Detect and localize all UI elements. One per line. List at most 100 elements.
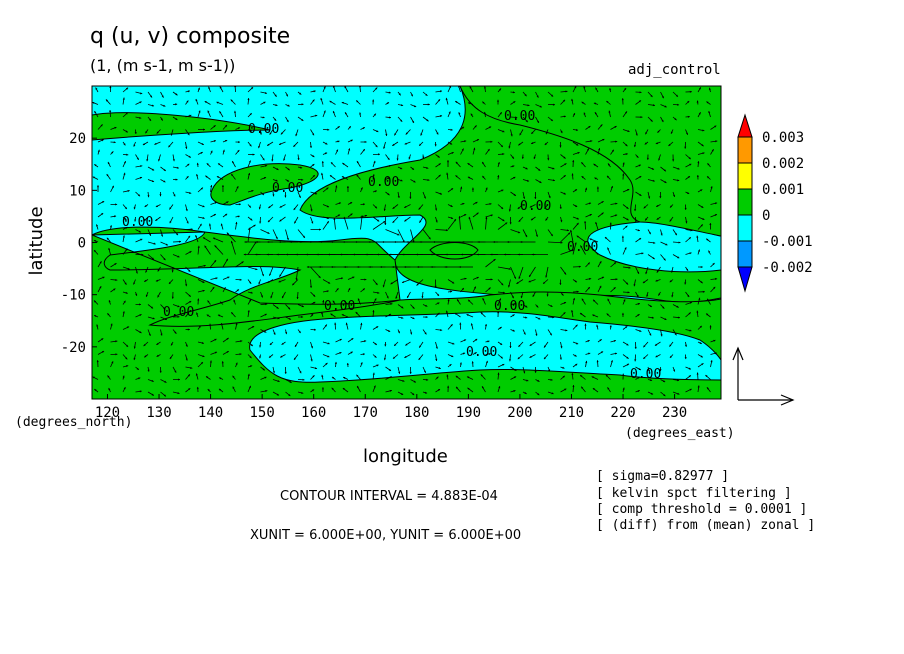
wind-vector-head — [278, 280, 281, 283]
wind-vector-head — [208, 223, 212, 226]
wind-vector-head — [609, 325, 612, 328]
wind-vector-head — [677, 167, 680, 170]
contour-interval-text: CONTOUR INTERVAL = 4.883E-04 — [280, 489, 498, 504]
wind-vector-head — [154, 142, 157, 145]
wind-vector-head — [482, 386, 484, 389]
wind-vector-head — [163, 180, 166, 183]
wind-vector-head — [377, 291, 380, 294]
wind-vector-head — [665, 243, 668, 246]
x-tick-label: 120 — [95, 405, 120, 421]
wind-vector-head — [437, 389, 441, 392]
wind-vector-head — [109, 86, 112, 88]
wind-vector-head — [177, 315, 180, 318]
wind-vector-head — [287, 104, 290, 107]
wind-vector-head — [642, 281, 646, 284]
wind-vector-head — [259, 345, 262, 348]
wind-vector-head — [373, 160, 376, 164]
wind-vector-head — [383, 208, 386, 211]
wind-vector-head — [125, 227, 128, 229]
wind-vector-head — [237, 215, 240, 218]
wind-vector-head — [364, 340, 367, 343]
wind-vector-head — [640, 116, 643, 119]
wind-vector-head — [512, 91, 515, 94]
wind-vector-head — [309, 240, 312, 244]
wind-vector-head — [581, 162, 584, 165]
wind-vector-head — [525, 234, 528, 238]
wind-vector-head — [669, 344, 672, 347]
wind-vector-head — [127, 267, 130, 270]
wind-vector-head — [94, 250, 97, 253]
wind-vector-head — [126, 365, 129, 368]
wind-vector-head — [543, 356, 547, 360]
wind-vector-head — [148, 333, 151, 336]
wind-vector-head — [101, 139, 104, 142]
wind-vector-head — [550, 118, 553, 122]
wind-vector-head — [135, 271, 138, 274]
wind-vector-head — [606, 313, 609, 316]
wind-vector-head — [362, 203, 365, 206]
wind-vector-head — [263, 101, 266, 104]
wind-vector-head — [663, 394, 666, 397]
wind-vector-head — [401, 306, 404, 309]
wind-vector-head — [284, 195, 287, 198]
wind-vector-head — [627, 291, 630, 294]
wind-vector-head — [535, 234, 538, 237]
wind-vector-head — [151, 393, 154, 396]
wind-vector-head — [235, 221, 238, 225]
wind-vector-head — [125, 248, 128, 251]
wind-vector-head — [639, 329, 642, 332]
wind-vector-head — [250, 344, 253, 347]
wind-vector-head — [231, 173, 234, 177]
wind-vector-head — [574, 189, 577, 192]
wind-vector-head — [248, 385, 251, 389]
wind-vector-head — [677, 256, 680, 259]
wind-vector-head — [637, 271, 640, 274]
wind-vector-head — [156, 354, 159, 357]
wind-vector-head — [350, 139, 353, 142]
wind-vector-head — [562, 366, 565, 369]
wind-vector-head — [615, 278, 618, 281]
wind-vector-head — [440, 329, 443, 332]
wind-vector-head — [596, 186, 599, 189]
wind-vector-head — [393, 356, 396, 359]
wind-vector-head — [547, 158, 550, 161]
wind-vector-head — [476, 276, 479, 279]
wind-vector-head — [401, 104, 404, 107]
wind-vector-head — [187, 374, 190, 377]
wind-vector-head — [334, 322, 337, 325]
wind-vector-head — [589, 238, 592, 241]
contour-field — [92, 86, 721, 399]
wind-vector-head — [536, 95, 539, 98]
wind-vector-head — [187, 328, 190, 331]
wind-vector-head — [551, 392, 554, 395]
wind-vector-head — [163, 168, 166, 171]
wind-vector-head — [413, 105, 417, 108]
wind-vector-head — [560, 130, 563, 134]
wind-vector-head — [110, 323, 113, 326]
wind-vector-head — [276, 168, 279, 170]
wind-vector-head — [262, 116, 265, 119]
wind-vector-head — [596, 324, 599, 327]
wind-vector-head — [235, 322, 238, 325]
wind-vector-head — [482, 101, 485, 104]
wind-vector-head — [152, 317, 155, 320]
wind-vector-head — [552, 167, 555, 170]
wind-vector-head — [236, 289, 239, 292]
wind-vector-head — [497, 311, 500, 314]
wind-vector-head — [536, 120, 539, 123]
wind-vector-head — [94, 164, 97, 167]
wind-vector-head — [707, 163, 710, 166]
wind-vector-head — [226, 232, 229, 235]
x-tick-label: 220 — [610, 405, 635, 421]
wind-vector-head — [469, 86, 472, 89]
wind-vector-head — [404, 205, 407, 208]
wind-vector-head — [169, 356, 172, 360]
wind-vector-head — [200, 187, 203, 190]
wind-vector-head — [373, 113, 376, 116]
wind-vector-head — [342, 240, 345, 244]
wind-vector-head — [312, 155, 315, 157]
wind-vector-head — [502, 153, 505, 156]
wind-vector-head — [203, 128, 205, 131]
wind-vector-head — [589, 214, 592, 216]
wind-vector-head — [279, 205, 282, 208]
